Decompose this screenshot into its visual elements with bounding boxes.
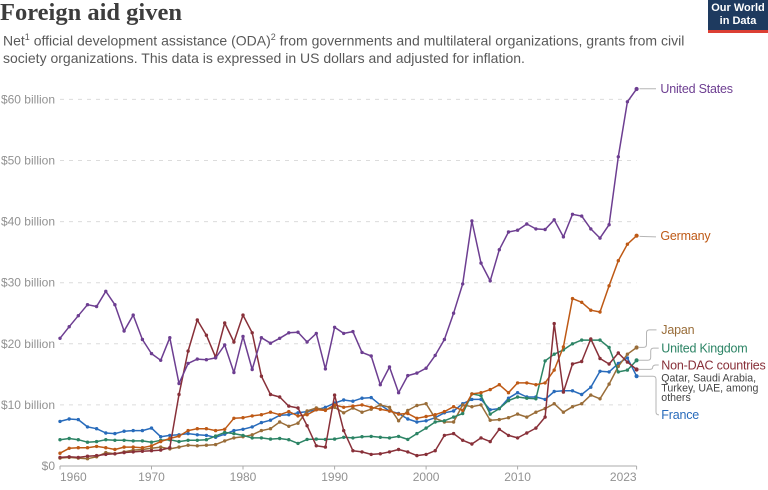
svg-text:Germany: Germany <box>660 229 711 243</box>
svg-text:France: France <box>661 408 699 422</box>
svg-text:$60 billion: $60 billion <box>1 92 55 106</box>
svg-text:others: others <box>661 392 690 404</box>
svg-text:$10 billion: $10 billion <box>1 398 55 412</box>
svg-text:2000: 2000 <box>413 470 440 484</box>
svg-text:1980: 1980 <box>230 470 257 484</box>
svg-text:2010: 2010 <box>504 470 531 484</box>
svg-text:$50 billion: $50 billion <box>1 154 55 168</box>
svg-text:Qatar, Saudi Arabia,: Qatar, Saudi Arabia, <box>661 373 756 385</box>
svg-text:United Kingdom: United Kingdom <box>661 341 747 355</box>
svg-text:1960: 1960 <box>60 470 87 484</box>
svg-text:$30 billion: $30 billion <box>1 276 55 290</box>
svg-text:United States: United States <box>660 82 732 96</box>
svg-text:1990: 1990 <box>321 470 348 484</box>
svg-text:$0: $0 <box>42 459 56 473</box>
svg-text:2023: 2023 <box>610 470 637 484</box>
svg-text:$40 billion: $40 billion <box>1 215 55 229</box>
svg-text:Turkey, UAE, among: Turkey, UAE, among <box>661 382 758 394</box>
svg-text:1970: 1970 <box>138 470 165 484</box>
svg-text:$20 billion: $20 billion <box>1 337 55 351</box>
svg-text:Non-DAC countries: Non-DAC countries <box>661 358 765 372</box>
svg-text:Japan: Japan <box>661 323 694 337</box>
